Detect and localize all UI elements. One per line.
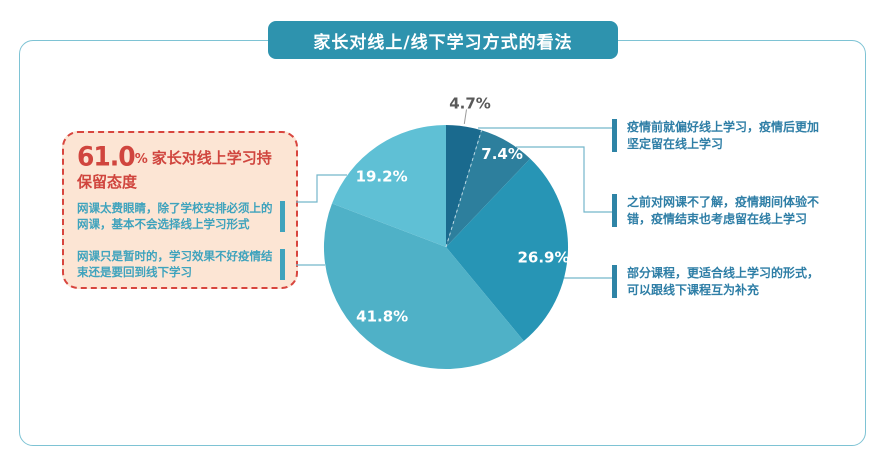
- page-title-text: 家长对线上/线下学习方式的看法: [313, 32, 573, 53]
- retention-percentage-value: 61.0: [77, 140, 136, 173]
- annotation-2-marker-bar: [612, 194, 617, 228]
- annotation-item-2: 之前对网课不了解，疫情期间体验不错，疫情结束也考虑留在线上学习: [612, 194, 830, 228]
- pie-chart: 4.7% 7.4% 26.9% 41.8% 19.2%: [323, 95, 570, 370]
- pie-slice-2: [446, 130, 531, 247]
- pie-label-3: 26.9%: [517, 248, 569, 266]
- retention-callout-panel: 61.0% 家长对线上学习持保留态度 网课太费眼睛，除了学校安排必须上的网课，基本…: [62, 131, 298, 289]
- panel-note-2-text: 网课只是暂时的，学习效果不好疫情结束还是要回到线下学习: [77, 249, 273, 279]
- panel-note-1-text: 网课太费眼睛，除了学校安排必须上的网课，基本不会选择线上学习形式: [77, 201, 273, 231]
- pie-slice-3: [446, 158, 569, 341]
- panel-note-2: 网课只是暂时的，学习效果不好疫情结束还是要回到线下学习: [77, 249, 285, 281]
- retention-headline: 61.0% 家长对线上学习持保留态度: [77, 141, 285, 192]
- percent-sign: %: [134, 152, 148, 167]
- slice-divider-dashed-line: [445, 130, 482, 248]
- pie-label-1: 4.7%: [449, 95, 491, 113]
- annotation-item-3: 部分课程，更适合线上学习的形式，可以跟线下课程互为补充: [612, 265, 830, 299]
- page-title: 家长对线上/线下学习方式的看法: [268, 21, 618, 59]
- annotation-1-text: 疫情前就偏好线上学习，疫情后更加坚定留在线上学习: [627, 120, 820, 151]
- annotation-item-1: 疫情前就偏好线上学习，疫情后更加坚定留在线上学习: [612, 119, 830, 153]
- retention-headline-text: 家长对线上学习持保留态度: [77, 149, 272, 192]
- annotation-3-marker-bar: [612, 265, 617, 299]
- annotation-2-text: 之前对网课不了解，疫情期间体验不错，疫情结束也考虑留在线上学习: [627, 195, 820, 226]
- outside-label-leader-line: [463, 109, 467, 124]
- annotation-1-marker-bar: [612, 119, 617, 153]
- pie-label-2: 7.4%: [481, 145, 523, 163]
- panel-note-2-marker-bar: [280, 249, 285, 281]
- annotation-3-text: 部分课程，更适合线上学习的形式，可以跟线下课程互为补充: [627, 266, 820, 297]
- connector-line-note1: [296, 174, 347, 203]
- pie-slice-5: [332, 125, 446, 247]
- connector-line-slice2: [516, 146, 612, 213]
- panel-note-1: 网课太费眼睛，除了学校安排必须上的网课，基本不会选择线上学习形式: [77, 201, 285, 233]
- pie-label-5: 19.2%: [356, 168, 408, 186]
- panel-note-1-marker-bar: [280, 201, 285, 233]
- pie-slice-4: [323, 203, 524, 370]
- pie-label-4: 41.8%: [356, 307, 408, 325]
